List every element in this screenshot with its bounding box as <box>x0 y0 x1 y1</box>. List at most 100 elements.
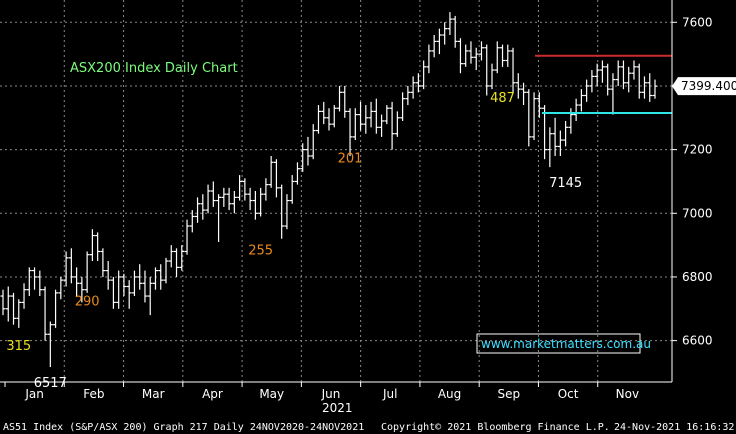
ohlc-bar <box>636 63 642 99</box>
ohlc-bar <box>599 60 605 83</box>
annotation-label: 201 <box>338 151 363 166</box>
ohlc-bar <box>163 257 169 284</box>
ohlc-bar <box>363 105 369 134</box>
ohlc-bar <box>631 60 637 80</box>
ohlc-bar <box>584 79 590 102</box>
ohlc-bar <box>158 264 164 290</box>
ohlc-bar <box>184 219 190 255</box>
annotation-label: 7145 <box>549 176 582 191</box>
ohlc-bar <box>531 92 537 141</box>
x-tick-label: Oct <box>558 387 579 401</box>
ohlc-bar <box>368 101 374 128</box>
ohlc-bar <box>231 191 237 214</box>
ohlc-bar <box>615 60 621 86</box>
ohlc-bar <box>273 159 279 198</box>
ohlc-bar <box>547 127 553 168</box>
ohlc-bar <box>573 98 579 121</box>
axes: 660068007000720074007600JanFebMarAprMayJ… <box>0 0 736 401</box>
ohlc-bar <box>74 267 80 297</box>
ohlc-bar <box>557 130 563 156</box>
ohlc-bar <box>641 76 647 99</box>
ohlc-bar <box>58 276 64 300</box>
ohlc-bar <box>289 175 295 204</box>
ohlc-bar <box>515 73 521 99</box>
ohlc-bar <box>431 35 437 58</box>
y-tick-label: 6600 <box>682 334 713 348</box>
y-tick-label: 7600 <box>682 15 713 29</box>
ohlc-bar <box>468 41 474 64</box>
ohlc-bar <box>68 248 74 284</box>
ohlc-bar <box>500 44 506 67</box>
ohlc-bar <box>195 197 201 223</box>
ohlc-bar <box>310 124 316 160</box>
ohlc-bar <box>436 28 442 55</box>
ohlc-bar <box>121 273 127 297</box>
ohlc-bar <box>505 44 511 67</box>
footer-bar <box>0 418 736 434</box>
ohlc-bar <box>21 283 27 309</box>
ohlc-bar <box>337 85 343 112</box>
ohlc-bar <box>526 89 532 147</box>
ohlc-bar <box>216 194 222 242</box>
level-lines <box>535 54 672 115</box>
ohlc-bar <box>405 85 411 106</box>
footer-right: 24-Nov-2021 16:16:32 <box>614 422 734 433</box>
ohlc-bar <box>352 108 358 141</box>
ohlc-bar <box>131 270 137 297</box>
ohlc-bar <box>484 44 490 96</box>
ohlc-bar <box>605 63 611 96</box>
ohlc-bar <box>589 70 595 93</box>
ohlc-bar <box>447 12 453 36</box>
ohlc-bar <box>384 105 390 125</box>
ohlc-bar <box>268 155 274 188</box>
ohlc-bar <box>489 63 495 90</box>
ohlc-bar <box>252 191 258 220</box>
ohlc-bar <box>331 105 337 128</box>
ohlc-bar <box>174 248 180 277</box>
ohlc-bar <box>95 232 101 262</box>
ohlc-bar <box>258 187 264 217</box>
ohlc-bar <box>47 321 53 368</box>
ohlc-bar <box>179 245 185 271</box>
chart-title: ASX200 Index Daily Chart <box>70 61 238 76</box>
ohlc-bar <box>510 47 516 93</box>
ohlc-bar <box>389 101 395 150</box>
annotation-label: 487 <box>490 91 515 106</box>
annotations: 763271456517315290255201487 <box>6 91 582 391</box>
ohlc-bar <box>142 270 148 303</box>
ohlc-bar <box>321 101 327 125</box>
x-year-label: 2021 <box>322 401 353 415</box>
ohlc-bar <box>210 181 216 207</box>
ohlc-bar <box>426 44 432 74</box>
y-tick-label: 7000 <box>682 206 713 220</box>
ohlc-bar <box>594 63 600 86</box>
ohlc-bar <box>226 187 232 211</box>
ohlc-bar <box>394 111 400 137</box>
ohlc-bars <box>0 12 658 368</box>
ohlc-bar <box>478 41 484 61</box>
ohlc-bar <box>63 251 69 287</box>
ohlc-bar <box>421 60 427 90</box>
ohlc-bar <box>410 76 416 99</box>
ohlc-bar <box>110 276 116 309</box>
ohlc-bar <box>563 120 569 147</box>
ohlc-bar <box>168 245 174 268</box>
x-tick-label: Aug <box>438 387 461 401</box>
ohlc-bar <box>116 270 122 309</box>
ohlc-bar <box>84 251 90 293</box>
ohlc-bar <box>100 248 106 277</box>
ohlc-bar <box>463 44 469 67</box>
y-tick-label: 6800 <box>682 270 713 284</box>
footer-left: AS51 Index (S&P/ASX 200) Graph 217 Daily… <box>3 422 364 433</box>
ohlc-bar <box>37 270 43 297</box>
ohlc-bar <box>26 267 32 297</box>
ohlc-bar <box>305 136 311 166</box>
ohlc-bar <box>105 261 111 290</box>
annotation-label: 255 <box>248 244 273 259</box>
ohlc-bar <box>300 143 306 172</box>
ohlc-bar <box>578 89 584 112</box>
ohlc-bar <box>415 73 421 93</box>
ohlc-bar <box>11 292 17 325</box>
x-tick-label: Jan <box>24 387 44 401</box>
